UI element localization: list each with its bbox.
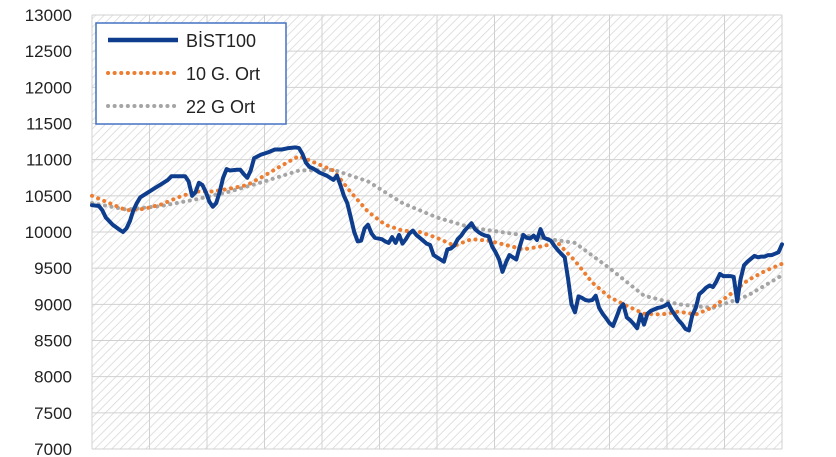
series-line-1 bbox=[90, 154, 784, 317]
legend: BİST100 10 G. Ort 22 G Ort bbox=[95, 22, 287, 125]
legend-label-bist100: BİST100 bbox=[186, 31, 256, 51]
y-tick-label: 12500 bbox=[25, 42, 72, 61]
legend-label-10g: 10 G. Ort bbox=[186, 64, 260, 84]
y-tick-label: 10500 bbox=[25, 187, 72, 206]
y-tick-label: 10000 bbox=[25, 223, 72, 242]
legend-label-22g: 22 G Ort bbox=[186, 97, 255, 117]
y-tick-label: 7500 bbox=[34, 404, 72, 423]
y-tick-label: 11000 bbox=[26, 151, 72, 170]
y-axis: 7000 7500 8000 8500 9000 9500 10000 10500 11000 1… bbox=[25, 6, 72, 457]
y-tick-label: 8000 bbox=[34, 368, 72, 387]
y-tick-label: 9500 bbox=[34, 259, 72, 278]
series-line-2 bbox=[90, 167, 784, 310]
series-line-0 bbox=[90, 145, 784, 333]
y-tick-label: 12000 bbox=[25, 78, 72, 97]
y-tick-label: 9000 bbox=[34, 295, 72, 314]
y-tick-label: 11500 bbox=[26, 115, 72, 134]
y-tick-label: 7000 bbox=[34, 440, 72, 457]
series-lines bbox=[90, 145, 784, 333]
y-tick-label: 13000 bbox=[25, 6, 72, 25]
y-tick-label: 8500 bbox=[34, 332, 72, 351]
